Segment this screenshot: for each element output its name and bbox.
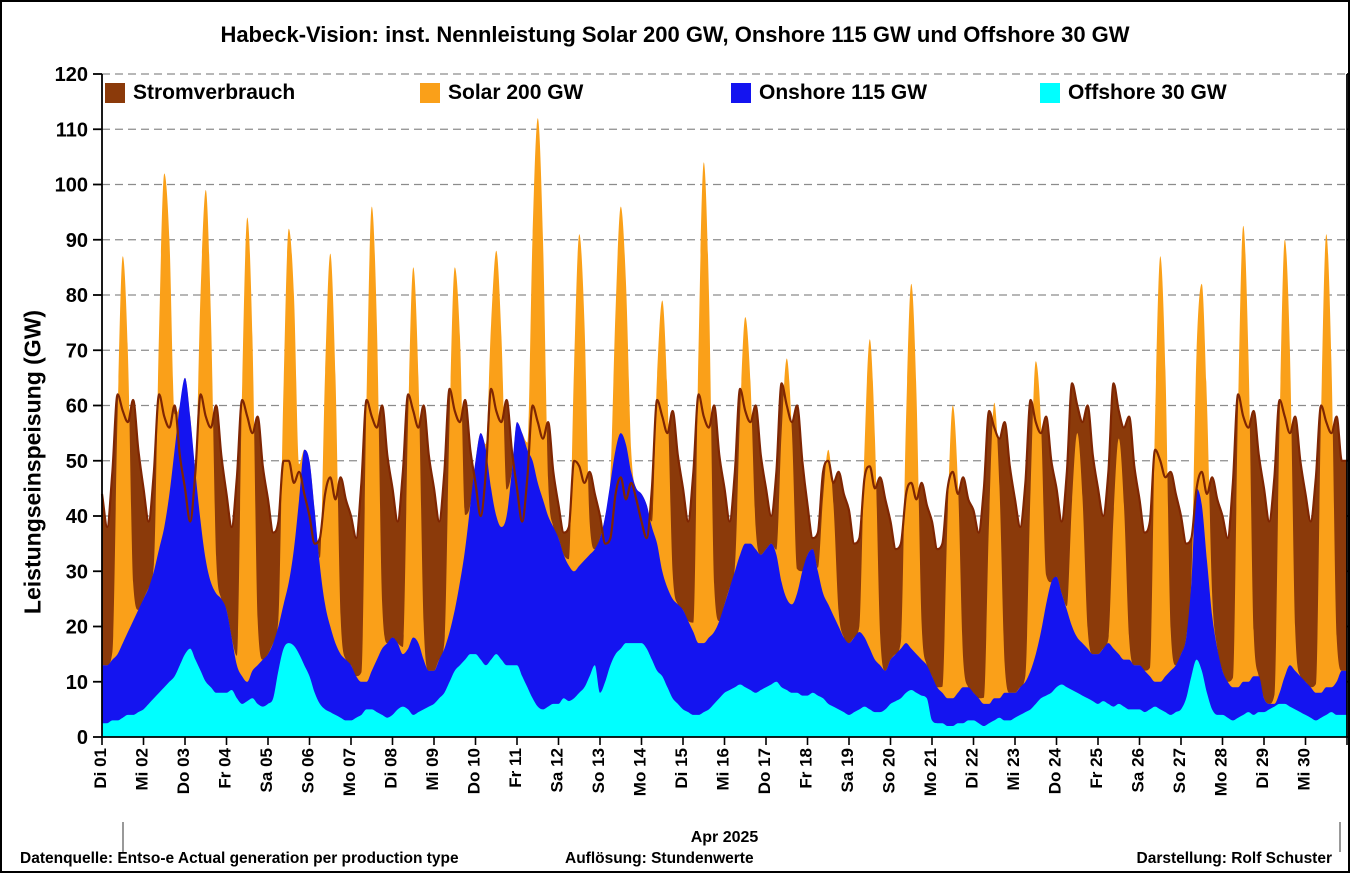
y-tick-label: 80 <box>66 285 88 307</box>
y-tick-label: 90 <box>66 230 88 252</box>
x-tick-label: So 06 <box>299 748 318 793</box>
y-axis-title: Leistungseinspeisung (GW) <box>19 309 46 615</box>
x-tick-label: Do 03 <box>174 748 193 794</box>
legend-label: Solar 200 GW <box>448 81 584 104</box>
x-tick-label: Di 15 <box>672 748 691 789</box>
x-tick-label: Sa 19 <box>838 748 857 792</box>
x-tick-label: Mi 23 <box>1004 748 1023 791</box>
y-tick-label: 0 <box>77 727 88 749</box>
footer-author: Darstellung: Rolf Schuster <box>1136 850 1333 867</box>
x-tick-label: Di 01 <box>91 748 110 789</box>
legend-swatch-icon <box>420 83 440 103</box>
x-tick-label: Mo 28 <box>1212 748 1231 796</box>
x-tick-label: Mi 02 <box>133 748 152 791</box>
x-tick-label: So 27 <box>1170 748 1189 793</box>
legend-label: Onshore 115 GW <box>759 81 928 104</box>
x-tick-label: Mo 07 <box>340 748 359 796</box>
x-tick-label: Fr 04 <box>216 747 235 788</box>
x-tick-label: Do 10 <box>465 748 484 794</box>
legend-item-2: Onshore 115 GW <box>731 82 927 104</box>
x-tick-label: Di 22 <box>963 748 982 789</box>
y-tick-label: 30 <box>66 561 88 583</box>
x-tick-label: Do 24 <box>1046 747 1065 794</box>
consumption-line <box>100 382 1347 551</box>
legend-swatch-icon <box>105 83 125 103</box>
x-tick-label: Mi 09 <box>423 748 442 791</box>
x-tick-label: Mo 21 <box>921 748 940 796</box>
x-tick-label: So 20 <box>880 748 899 793</box>
legend-swatch-icon <box>731 83 751 103</box>
x-tick-label: Sa 12 <box>548 748 567 792</box>
x-tick-label: Fr 11 <box>506 748 525 788</box>
x-axis-month-label: Apr 2025 <box>690 829 759 846</box>
footer-resolution: Auflösung: Stundenwerte <box>565 850 754 867</box>
legend-label: Stromverbrauch <box>133 81 296 104</box>
x-tick-label: Sa 05 <box>257 748 276 792</box>
legend-item-0: Stromverbrauch <box>105 82 295 104</box>
chart-title: Habeck-Vision: inst. Nennleistung Solar … <box>220 22 1130 47</box>
legend-swatch-icon <box>1040 83 1060 103</box>
x-tick-label: Do 17 <box>755 748 774 794</box>
y-tick-label: 40 <box>66 506 88 528</box>
x-tick-label: Fr 18 <box>797 748 816 789</box>
y-tick-label: 100 <box>55 175 88 197</box>
y-tick-label: 20 <box>66 617 88 639</box>
x-tick-label: Mi 16 <box>714 748 733 791</box>
x-tick-label: Fr 25 <box>1087 748 1106 789</box>
y-tick-label: 70 <box>66 340 88 362</box>
y-tick-label: 10 <box>66 672 88 694</box>
legend-label: Offshore 30 GW <box>1068 81 1227 104</box>
x-tick-label: Mo 14 <box>631 747 650 796</box>
offshore-area <box>102 643 1347 737</box>
x-tick-label: Sa 26 <box>1129 748 1148 792</box>
x-tick-label: Di 29 <box>1253 748 1272 789</box>
onshore-area <box>102 377 1347 737</box>
y-tick-label: 50 <box>66 451 88 473</box>
x-tick-label: Mi 30 <box>1295 748 1314 791</box>
footer-datasource: Datenquelle: Entso-e Actual generation p… <box>20 850 459 867</box>
x-tick-label: Di 08 <box>382 748 401 789</box>
legend-item-3: Offshore 30 GW <box>1040 82 1227 104</box>
y-tick-label: 60 <box>66 396 88 418</box>
legend: Stromverbrauch Solar 200 GW Onshore 115 GW… <box>2 82 1348 108</box>
solar-area <box>102 118 1347 737</box>
legend-item-1: Solar 200 GW <box>420 82 583 104</box>
y-tick-label: 110 <box>56 119 88 141</box>
y-tick-label: 120 <box>55 64 88 86</box>
x-tick-label: So 13 <box>589 748 608 793</box>
